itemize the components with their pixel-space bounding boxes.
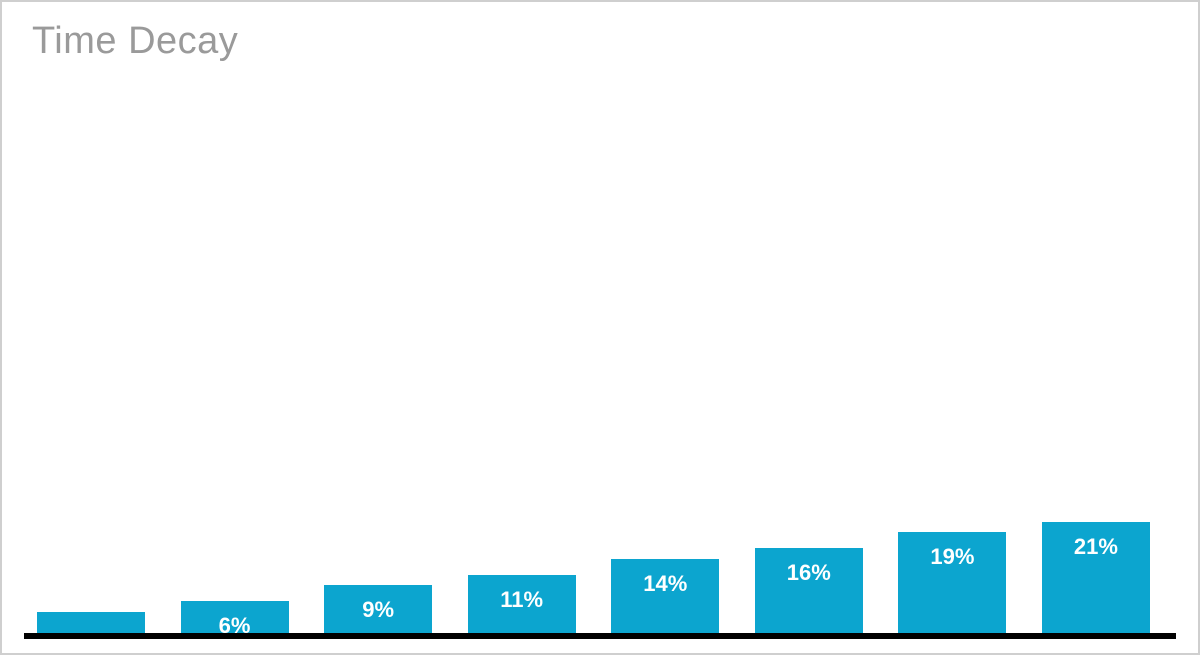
chart-bar-label: 19% xyxy=(898,544,1006,570)
chart-bar: 16% xyxy=(755,548,863,633)
chart-bar-label: 9% xyxy=(324,597,432,623)
chart-bar: 21% xyxy=(1042,522,1150,633)
chart-bar: 14% xyxy=(611,559,719,633)
chart-bar-label: 16% xyxy=(755,560,863,586)
chart-bar: 11% xyxy=(468,575,576,633)
chart-card: Time Decay 6%9%11%14%16%19%21% xyxy=(0,0,1200,655)
chart-plot-area: 6% 9% 11% 14% 16% 19% 21% xyxy=(2,0,1198,653)
chart-bar-label: 21% xyxy=(1042,534,1150,560)
chart-bar-label: 11% xyxy=(468,587,576,613)
chart-bar: 19% xyxy=(898,532,1006,633)
chart-bar xyxy=(37,612,145,633)
chart-baseline xyxy=(24,633,1176,639)
chart-bar-label: 14% xyxy=(611,571,719,597)
chart-bar: 9% xyxy=(324,585,432,633)
chart-bar: 6% xyxy=(181,601,289,633)
chart-bars: 6% 9% 11% 14% 16% 19% 21% xyxy=(37,0,1150,633)
